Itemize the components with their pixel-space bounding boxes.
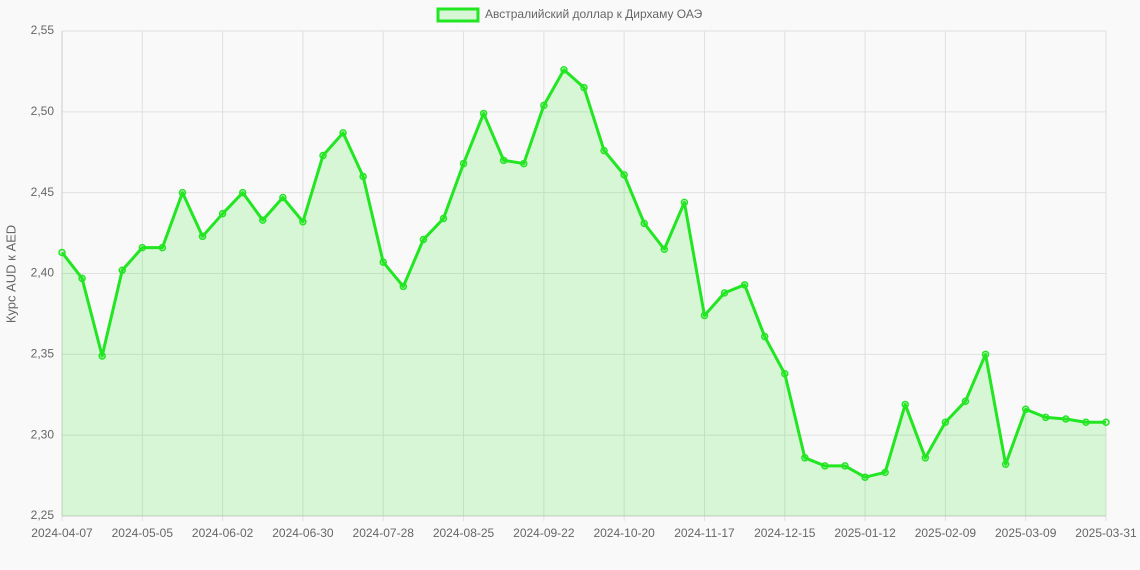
x-tick-label: 2024-12-15 — [754, 526, 816, 540]
y-tick-label: 2,35 — [31, 347, 55, 361]
point — [821, 462, 829, 470]
point — [620, 171, 628, 179]
point — [640, 219, 648, 228]
x-tick-label: 2024-11-17 — [674, 526, 735, 540]
point — [439, 214, 448, 223]
point — [1001, 460, 1010, 469]
y-axis-label: Курс AUD к AED — [3, 225, 18, 323]
point — [781, 369, 789, 378]
x-tick-label: 2024-07-28 — [353, 526, 415, 540]
x-tick-label: 2024-05-05 — [112, 526, 174, 540]
point — [1042, 413, 1050, 422]
point — [299, 218, 307, 226]
x-tick-label: 2025-03-31 — [1075, 526, 1137, 540]
y-tick-label: 2,40 — [31, 266, 55, 280]
legend-label: Австралийский доллар к Дирхаму ОАЭ — [485, 7, 703, 21]
point — [740, 281, 749, 289]
point — [1082, 418, 1090, 426]
point — [861, 473, 869, 481]
x-tick-label: 2024-08-25 — [433, 526, 495, 540]
point — [961, 397, 970, 405]
point — [359, 172, 367, 181]
x-tick-label: 2025-01-12 — [834, 526, 896, 540]
point — [218, 209, 227, 218]
point — [319, 151, 327, 160]
x-tick-label: 2024-09-22 — [513, 526, 575, 540]
point — [78, 274, 86, 283]
y-tick-label: 2,25 — [31, 508, 55, 522]
point — [259, 216, 267, 224]
point — [600, 146, 608, 155]
y-tick-label: 2,55 — [31, 23, 55, 37]
point — [901, 400, 909, 409]
x-tick-label: 2024-06-02 — [192, 526, 254, 540]
x-tick-label: 2024-10-20 — [593, 526, 655, 540]
point — [580, 83, 588, 92]
point — [801, 454, 809, 462]
point — [981, 350, 990, 359]
point — [540, 101, 548, 110]
point — [520, 159, 528, 168]
point — [660, 245, 669, 253]
point — [881, 468, 889, 477]
point — [379, 258, 387, 266]
point — [760, 332, 769, 341]
legend-swatch — [436, 7, 480, 23]
point — [158, 243, 167, 252]
point — [479, 109, 488, 118]
point — [178, 188, 187, 197]
point — [279, 193, 287, 202]
point — [138, 243, 147, 252]
point — [680, 198, 689, 207]
point — [1062, 415, 1070, 423]
point — [1021, 405, 1030, 414]
point — [98, 352, 106, 360]
point — [238, 188, 247, 197]
y-tick-label: 2,30 — [31, 427, 55, 441]
x-tick-label: 2024-06-30 — [272, 526, 334, 540]
y-tick-label: 2,45 — [31, 185, 55, 199]
point — [1102, 418, 1110, 426]
point — [720, 289, 729, 297]
x-tick-label: 2025-03-09 — [995, 526, 1057, 540]
point — [399, 282, 408, 291]
point — [118, 266, 126, 275]
line — [60, 68, 1106, 479]
point — [419, 235, 428, 244]
x-tick-label: 2025-02-09 — [915, 526, 977, 540]
point — [499, 156, 508, 165]
point — [58, 248, 66, 257]
y-tick-label: 2,50 — [31, 104, 55, 118]
point — [921, 454, 930, 462]
point — [459, 159, 468, 168]
point — [941, 418, 950, 426]
point — [339, 129, 347, 137]
point — [700, 311, 709, 320]
point — [560, 66, 568, 74]
point — [841, 462, 849, 470]
area — [62, 69, 1106, 517]
x-tick-label: 2024-04-07 — [31, 526, 93, 540]
point — [198, 232, 207, 241]
